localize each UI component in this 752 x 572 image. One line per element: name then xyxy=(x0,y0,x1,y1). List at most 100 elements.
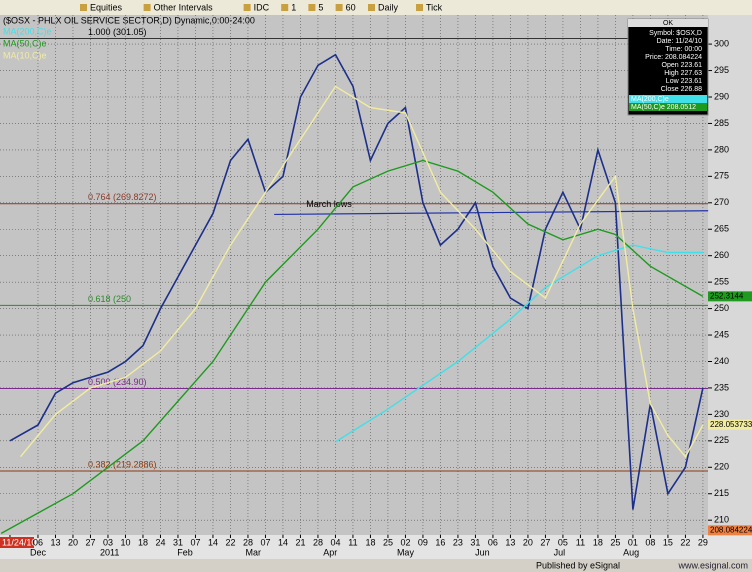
x-tick-label: 29 xyxy=(698,537,708,547)
y-tick-label: 295 xyxy=(714,65,729,75)
level-label: 0.618 (250 xyxy=(88,294,131,304)
month-label: Dec xyxy=(30,547,47,557)
info-title: OK xyxy=(663,20,673,27)
y-tick-label: 220 xyxy=(714,462,729,472)
x-tick-label: 05 xyxy=(558,537,568,547)
toolbar xyxy=(0,0,752,15)
toolbar-item[interactable]: 1 xyxy=(291,2,296,12)
toolbar-icon xyxy=(281,4,289,11)
y-tick-label: 230 xyxy=(714,409,729,419)
toolbar-icon xyxy=(80,4,87,11)
info-line: High 227.63 xyxy=(664,70,702,77)
legend-entry: MA(200,C)e xyxy=(3,26,52,36)
y-tick-label: 250 xyxy=(714,303,729,313)
footer-left: Published by eSignal xyxy=(536,560,620,570)
y-tick-label: 255 xyxy=(714,277,729,287)
toolbar-icon xyxy=(143,4,151,11)
x-tick-label: 11 xyxy=(348,537,357,547)
toolbar-icon xyxy=(368,4,375,11)
info-line: Close 226.88 xyxy=(661,86,702,93)
level-label: 1.000 (301.05) xyxy=(88,27,147,37)
x-tick-label: 13 xyxy=(505,537,515,547)
x-tick-label: 14 xyxy=(278,537,288,547)
trendline-label: March lows xyxy=(306,199,352,209)
y-tick-label: 215 xyxy=(714,488,729,498)
x-tick-label: 02 xyxy=(400,537,410,547)
toolbar-item[interactable]: Equities xyxy=(90,2,123,12)
x-tick-label: 27 xyxy=(85,537,95,547)
toolbar-item[interactable]: Tick xyxy=(426,2,443,12)
x-tick-label: 07 xyxy=(260,537,270,547)
level-label: 0.382 (219.2886) xyxy=(88,459,157,469)
y-tick-label: 285 xyxy=(714,118,729,128)
legend-entry: MA(50,C)e xyxy=(3,38,47,48)
axis-value-label: 228.053733 xyxy=(710,420,752,429)
y-tick-label: 300 xyxy=(714,38,729,48)
month-label: Mar xyxy=(245,547,261,557)
month-label: Feb xyxy=(177,547,193,557)
x-tick-label: 20 xyxy=(68,537,78,547)
axis-value-label: 208.084224 xyxy=(710,525,752,534)
x-tick-label: 16 xyxy=(435,537,445,547)
x-tick-label: 28 xyxy=(243,537,253,547)
month-label: Apr xyxy=(323,547,337,557)
y-tick-label: 225 xyxy=(714,435,729,445)
axis-value-box xyxy=(708,419,752,430)
x-tick-label: 11 xyxy=(576,537,585,547)
x-tick-label: 15 xyxy=(663,537,673,547)
y-tick-label: 210 xyxy=(714,515,729,525)
y-axis-area xyxy=(708,15,752,535)
y-tick-label: 280 xyxy=(714,144,729,154)
x-tick-label: 18 xyxy=(365,537,375,547)
level-label: 0.500 (234.90) xyxy=(88,377,147,387)
x-tick-label: 08 xyxy=(645,537,655,547)
y-tick-label: 270 xyxy=(714,197,729,207)
x-tick-label: 23 xyxy=(453,537,463,547)
x-tick-label: 14 xyxy=(208,537,218,547)
series-line xyxy=(9,53,704,510)
x-tick-label: 04 xyxy=(330,537,340,547)
toolbar-icon xyxy=(335,4,343,11)
footer-right: www.esignal.com xyxy=(677,560,748,570)
toolbar-item[interactable]: 5 xyxy=(318,2,323,12)
y-tick-label: 290 xyxy=(714,91,729,101)
month-label: 2011 xyxy=(100,547,119,557)
axis-value-label: 252.3144 xyxy=(710,291,744,300)
x-tick-label: 06 xyxy=(488,537,498,547)
series-line xyxy=(0,159,704,535)
y-tick-label: 265 xyxy=(714,224,729,234)
x-tick-label: 28 xyxy=(313,537,323,547)
y-tick-label: 240 xyxy=(714,356,729,366)
axis-value-box xyxy=(708,525,752,536)
toolbar-item[interactable]: 60 xyxy=(346,2,356,12)
info-line: Date: 11/24/10 xyxy=(657,38,703,45)
x-tick-label: 22 xyxy=(225,537,235,547)
y-tick-label: 260 xyxy=(714,250,729,260)
plot-area xyxy=(0,15,708,535)
info-ma-line: MA(200,C)e xyxy=(631,96,669,103)
x-tick-label: 25 xyxy=(383,537,393,547)
x-tick-label: 11/24/10 xyxy=(2,537,36,547)
x-axis-area xyxy=(0,535,752,559)
toolbar-item[interactable]: IDC xyxy=(254,2,270,12)
x-tick-label: 09 xyxy=(418,537,428,547)
month-label: Jul xyxy=(554,547,566,557)
info-ma-bg xyxy=(629,95,707,103)
x-tick-label-box xyxy=(0,537,34,548)
info-line: Time: 00:00 xyxy=(665,46,702,53)
toolbar-item[interactable]: Other Intervals xyxy=(154,2,214,12)
y-tick-label: 245 xyxy=(714,329,729,339)
x-tick-label: 13 xyxy=(50,537,60,547)
toolbar-item[interactable]: Daily xyxy=(378,2,399,12)
x-tick-label: 20 xyxy=(523,537,533,547)
info-line: Low 223.61 xyxy=(666,78,702,85)
x-tick-label: 01 xyxy=(628,537,638,547)
x-tick-label: 24 xyxy=(155,537,165,547)
trendline xyxy=(274,210,709,216)
info-title-bg xyxy=(628,19,708,27)
legend-entry: MA(10,C)e xyxy=(3,50,47,60)
x-tick-label: 31 xyxy=(173,537,183,547)
month-label: Aug xyxy=(623,547,639,557)
axis-value-box xyxy=(708,291,752,302)
